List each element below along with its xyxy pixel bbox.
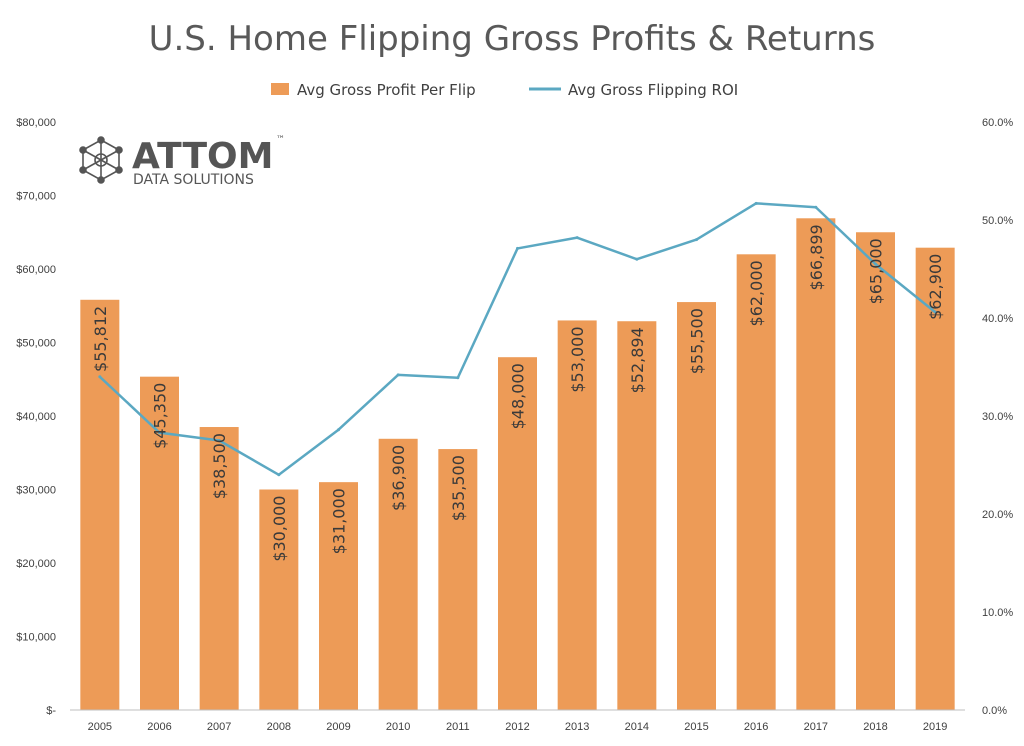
bar bbox=[856, 232, 895, 710]
x-tick-label: 2013 bbox=[565, 721, 589, 733]
bar bbox=[498, 357, 537, 710]
bar-data-label: $35,500 bbox=[449, 455, 468, 521]
right-tick-label: 50.0% bbox=[982, 215, 1013, 227]
bar bbox=[796, 218, 836, 710]
roi-point bbox=[814, 205, 818, 209]
bar bbox=[438, 449, 478, 710]
bar-data-label: $36,900 bbox=[389, 445, 408, 511]
bar-data-label: $65,000 bbox=[867, 238, 886, 304]
bar-data-label: $31,000 bbox=[330, 488, 349, 554]
bar bbox=[319, 482, 358, 710]
left-tick-label: $10,000 bbox=[16, 632, 56, 644]
roi-point bbox=[217, 439, 221, 442]
bar-data-label: $48,000 bbox=[509, 363, 528, 429]
left-tick-label: $60,000 bbox=[16, 264, 56, 276]
x-tick-label: 2019 bbox=[923, 721, 947, 733]
bar-data-label: $62,000 bbox=[747, 260, 766, 326]
right-tick-label: 10.0% bbox=[982, 607, 1013, 619]
roi-point bbox=[98, 375, 102, 379]
roi-point bbox=[874, 262, 877, 266]
right-axis: 0.0% 10.0% 20.0% 30.0% 40.0% 50.0% 60.0% bbox=[982, 117, 1013, 717]
bar-data-label: $66,899 bbox=[807, 224, 826, 290]
right-tick-label: 30.0% bbox=[982, 411, 1013, 423]
network-logo-icon bbox=[79, 136, 123, 184]
legend-label-bar: Avg Gross Profit Per Flip bbox=[297, 81, 476, 99]
roi-point bbox=[396, 373, 400, 377]
logo-subtitle: DATA SOLUTIONS bbox=[133, 172, 254, 188]
data-labels: $55,812 $45,350 $38,500 $30,000 $31,000 $36,9… bbox=[91, 224, 945, 561]
x-tick-label: 2007 bbox=[207, 721, 231, 733]
roi-point bbox=[695, 238, 698, 242]
bar-data-label: $53,000 bbox=[568, 326, 587, 392]
left-tick-label: $50,000 bbox=[16, 338, 56, 350]
bar-data-label: $62,900 bbox=[926, 254, 945, 320]
legend-label-line: Avg Gross Flipping ROI bbox=[568, 81, 738, 99]
bar bbox=[736, 254, 776, 711]
roi-point bbox=[516, 246, 519, 250]
bar bbox=[617, 321, 657, 710]
left-axis: $- $10,000 $20,000 $30,000 $40,000 $50,000 $60… bbox=[16, 117, 56, 717]
logo-wordmark: ATTOM bbox=[132, 136, 273, 177]
roi-point bbox=[277, 473, 281, 477]
x-tick-label: 2008 bbox=[267, 721, 291, 733]
bar-data-label: $38,500 bbox=[210, 433, 229, 499]
roi-point bbox=[933, 310, 937, 314]
x-tick-label: 2010 bbox=[386, 721, 410, 733]
x-tick-label: 2012 bbox=[505, 721, 529, 733]
right-tick-label: 0.0% bbox=[982, 705, 1007, 717]
x-axis: 2005 2006 2007 2008 2009 2010 2011 2012 2013 2014… bbox=[70, 709, 965, 733]
bar bbox=[199, 427, 239, 710]
bar bbox=[677, 302, 716, 710]
x-tick-label: 2006 bbox=[147, 721, 171, 733]
roi-point bbox=[635, 257, 639, 261]
roi-point bbox=[575, 236, 579, 240]
x-tick-label: 2018 bbox=[863, 721, 887, 733]
x-tick-label: 2011 bbox=[446, 721, 470, 733]
bar-data-label: $55,500 bbox=[688, 308, 707, 374]
bar-data-label: $30,000 bbox=[270, 496, 289, 562]
x-tick-label: 2005 bbox=[88, 721, 112, 733]
attom-logo: ATTOM ™ DATA SOLUTIONS bbox=[79, 135, 285, 188]
left-tick-label: $40,000 bbox=[16, 411, 56, 423]
x-tick-label: 2016 bbox=[744, 721, 768, 733]
roi-point bbox=[456, 376, 460, 380]
roi-point bbox=[337, 428, 340, 432]
legend-swatch-bar bbox=[271, 83, 289, 95]
legend: Avg Gross Profit Per Flip Avg Gross Flip… bbox=[271, 81, 738, 99]
line-series bbox=[98, 201, 937, 477]
bar-data-label: $52,894 bbox=[628, 327, 647, 393]
bar bbox=[915, 247, 955, 710]
left-tick-label: $70,000 bbox=[16, 191, 56, 203]
bar bbox=[259, 489, 299, 710]
bar bbox=[378, 438, 418, 710]
x-tick-label: 2017 bbox=[804, 721, 828, 733]
left-tick-label: $20,000 bbox=[16, 558, 56, 570]
bar bbox=[557, 320, 597, 710]
chart-title: U.S. Home Flipping Gross Profits & Retur… bbox=[149, 19, 876, 59]
left-tick-label: $80,000 bbox=[16, 117, 56, 129]
bar-data-label: $55,812 bbox=[91, 306, 110, 372]
roi-point bbox=[158, 431, 161, 435]
x-tick-label: 2014 bbox=[625, 721, 649, 733]
bar-data-label: $45,350 bbox=[151, 383, 170, 449]
bar bbox=[80, 299, 120, 710]
right-tick-label: 60.0% bbox=[982, 117, 1013, 129]
x-tick-label: 2015 bbox=[684, 721, 708, 733]
x-tick-label: 2009 bbox=[326, 721, 350, 733]
roi-point bbox=[754, 201, 758, 205]
right-tick-label: 20.0% bbox=[982, 509, 1013, 521]
logo-trademark: ™ bbox=[276, 135, 285, 145]
left-tick-label: $30,000 bbox=[16, 485, 56, 497]
left-tick-label: $- bbox=[46, 705, 56, 717]
right-tick-label: 40.0% bbox=[982, 313, 1013, 325]
bar-series bbox=[80, 218, 955, 711]
